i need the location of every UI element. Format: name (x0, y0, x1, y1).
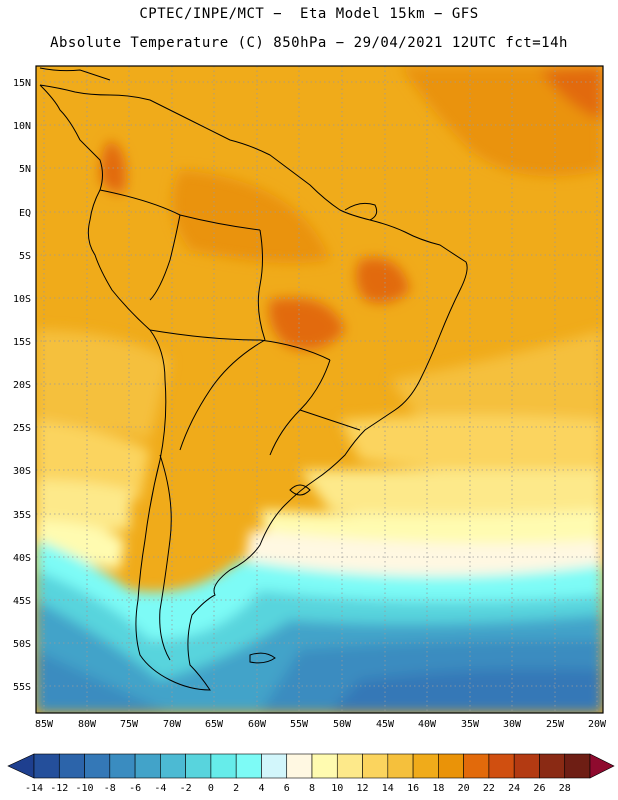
lat-lon-grid (36, 66, 603, 713)
title-line-2: Absolute Temperature (C) 850hPa − 29/04/… (50, 35, 568, 51)
colorbar-swatch (185, 753, 212, 779)
colorbar-label: 10 (331, 783, 343, 794)
lon-label: 30W (503, 719, 522, 730)
colorbar-label: 24 (508, 783, 520, 794)
lat-label: 15S (13, 337, 31, 348)
colorbar-label: -10 (76, 783, 94, 794)
lat-label: 5S (19, 251, 31, 262)
lat-label: 55S (13, 682, 31, 693)
colorbar-swatch (84, 753, 111, 779)
lat-label: 45S (13, 596, 31, 607)
lat-label: 25S (13, 423, 31, 434)
lon-label: 35W (461, 719, 480, 730)
lat-label: EQ (19, 208, 31, 219)
colorbar-swatch (412, 753, 439, 779)
colorbar-swatch (160, 753, 186, 779)
colorbar-label: -2 (180, 783, 192, 794)
coastlines (39, 66, 468, 691)
colorbar-label: -14 (25, 783, 43, 794)
lon-label: 20W (588, 719, 607, 730)
colorbar-label: 2 (233, 783, 239, 794)
colorbar-swatch (311, 753, 338, 779)
colorbar-swatch (336, 753, 363, 779)
colorbar-min-arrow (7, 753, 35, 779)
colorbar-swatch (438, 753, 464, 779)
colorbar-swatch (488, 753, 515, 779)
colorbar-swatch (286, 753, 313, 779)
colorbar-label: 8 (309, 783, 315, 794)
colorbar-label: 6 (284, 783, 290, 794)
lon-label: 75W (120, 719, 139, 730)
colorbar-swatch (564, 753, 591, 779)
colorbar-swatch (235, 753, 262, 779)
lon-label: 65W (205, 719, 224, 730)
colorbar-label: 22 (483, 783, 495, 794)
title-line-1: CPTEC/INPE/MCT − Eta Model 15km − GFS (139, 6, 479, 22)
colorbar-label: 18 (432, 783, 444, 794)
lon-label: 40W (418, 719, 437, 730)
colorbar-label: 16 (407, 783, 419, 794)
colorbar-label: -8 (104, 783, 116, 794)
colorbar-swatch (463, 753, 490, 779)
lon-label: 80W (78, 719, 97, 730)
colorbar-swatch (109, 753, 136, 779)
colorbar-swatch (210, 753, 237, 779)
colorbar-swatch (58, 753, 85, 779)
colorbar (7, 753, 615, 779)
colorbar-label: 0 (208, 783, 214, 794)
colorbar-swatch (362, 753, 389, 779)
colorbar-labels: -14 -12 -10 -8 -6 -4 -2 0 2 4 6 8 10 12 14 16 18 20 22 24 26… (25, 783, 571, 794)
colorbar-label: -12 (50, 783, 68, 794)
lat-label: 30S (13, 466, 31, 477)
lon-label: 45W (376, 719, 395, 730)
lon-label: 85W (35, 719, 54, 730)
colorbar-swatch (261, 753, 288, 779)
lat-labels: 15N 10N 5N EQ 5S 10S 15S 20S 25S 30S 35S… (13, 78, 31, 693)
lat-label: 40S (13, 553, 31, 564)
temperature-field (36, 66, 603, 713)
plot-frame (35, 65, 604, 714)
lon-label: 55W (290, 719, 309, 730)
lat-label: 20S (13, 380, 31, 391)
lat-label: 5N (19, 164, 31, 175)
colorbar-swatch (513, 753, 540, 779)
colorbar-label: 12 (357, 783, 369, 794)
colorbar-label: 26 (533, 783, 545, 794)
colorbar-swatch (387, 753, 414, 779)
lat-label: 35S (13, 510, 31, 521)
lat-label: 15N (13, 78, 31, 89)
colorbar-swatch (539, 753, 566, 779)
lon-label: 60W (248, 719, 267, 730)
lat-label: 50S (13, 639, 31, 650)
colorbar-label: 28 (559, 783, 571, 794)
lon-label: 70W (163, 719, 182, 730)
colorbar-max-arrow (589, 753, 615, 779)
colorbar-swatch (134, 753, 161, 779)
colorbar-label: 4 (258, 783, 264, 794)
colorbar-label: 20 (458, 783, 470, 794)
lat-label: 10N (13, 121, 31, 132)
colorbar-label: -4 (154, 783, 166, 794)
lon-label: 25W (546, 719, 565, 730)
colorbar-label: 14 (382, 783, 394, 794)
lon-label: 50W (333, 719, 352, 730)
colorbar-swatch (33, 753, 60, 779)
colorbar-label: -6 (129, 783, 141, 794)
lon-labels: 85W 80W 75W 70W 65W 60W 55W 50W 45W 40W … (35, 719, 607, 730)
lat-label: 10S (13, 294, 31, 305)
